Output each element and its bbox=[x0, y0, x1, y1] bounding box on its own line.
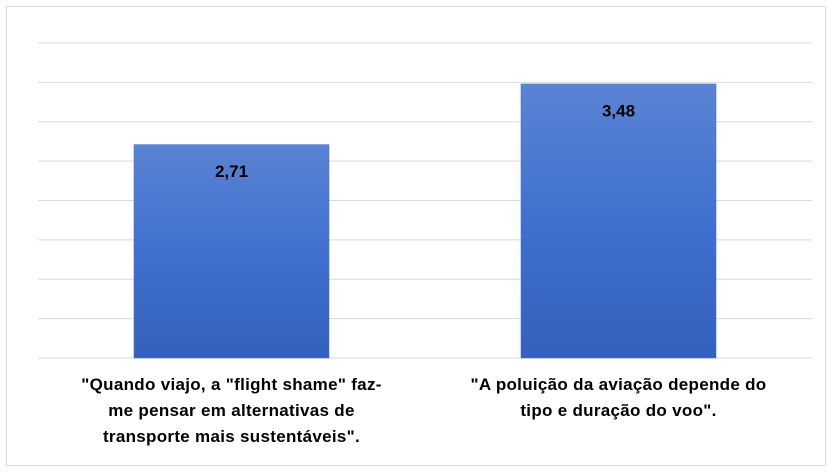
data-label: 2,71 bbox=[215, 162, 248, 181]
bar bbox=[133, 144, 330, 359]
x-tick-label: "Quando viajo, a "flight shame" faz- me … bbox=[81, 375, 382, 446]
x-tick-label: "A poluição da aviação depende do tipo e… bbox=[470, 375, 767, 420]
bar bbox=[520, 83, 717, 359]
data-label: 3,48 bbox=[602, 101, 635, 120]
